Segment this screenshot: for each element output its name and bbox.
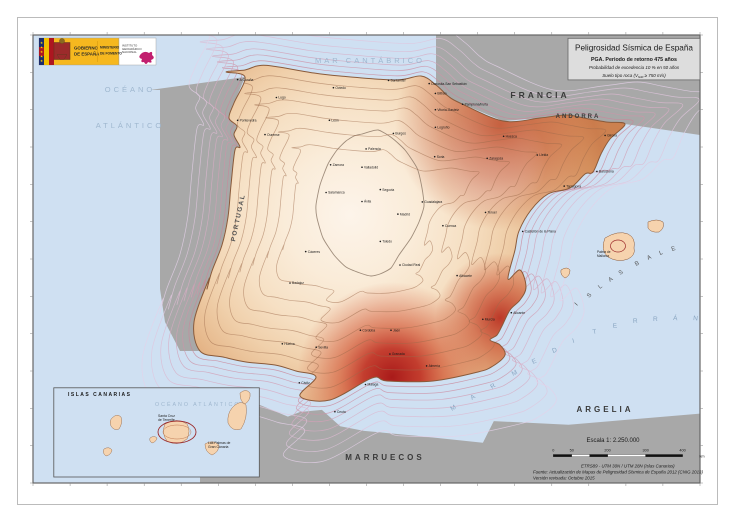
svg-text:★: ★: [40, 46, 43, 50]
svg-text:DE ESPAÑA: DE ESPAÑA: [74, 52, 100, 57]
svg-text:Sevilla: Sevilla: [318, 345, 328, 349]
svg-text:ATLÁNTICO: ATLÁNTICO: [96, 121, 165, 130]
svg-text:Cuenca: Cuenca: [445, 224, 457, 228]
svg-text:Badajoz: Badajoz: [292, 281, 304, 285]
svg-text:Segovia: Segovia: [382, 188, 394, 192]
svg-text:ETRS89 - UTM 30N / UTM 28N (Is: ETRS89 - UTM 30N / UTM 28N (Islas Canari…: [581, 463, 675, 468]
svg-text:R: R: [633, 318, 638, 325]
svg-text:Soria: Soria: [437, 155, 445, 159]
svg-text:A Coruña: A Coruña: [240, 78, 254, 82]
svg-text:Málaga: Málaga: [368, 383, 379, 387]
svg-text:FRANCIA: FRANCIA: [510, 90, 569, 100]
svg-text:Zamora: Zamora: [333, 163, 345, 167]
svg-text:Ciudad Real: Ciudad Real: [402, 263, 420, 267]
svg-text:Cádiz: Cádiz: [301, 381, 310, 385]
svg-text:Ávila: Ávila: [364, 200, 371, 204]
svg-text:★: ★: [40, 54, 43, 58]
svg-text:Fuente: Actualización de Mapas: Fuente: Actualización de Mapas de Peligr…: [533, 469, 703, 474]
svg-text:MARRUECOS: MARRUECOS: [345, 453, 424, 462]
svg-text:R: R: [653, 316, 658, 323]
svg-text:Gran Canaria: Gran Canaria: [208, 445, 228, 449]
svg-text:Murcia: Murcia: [485, 318, 495, 322]
svg-text:★: ★: [40, 50, 43, 54]
svg-text:Alicante: Alicante: [513, 311, 525, 315]
svg-text:OCÉANO ATLÁNTICO: OCÉANO ATLÁNTICO: [155, 401, 240, 408]
svg-text:NACIONAL: NACIONAL: [122, 50, 137, 54]
svg-text:Teruel: Teruel: [488, 211, 497, 215]
svg-text:Guadalajara: Guadalajara: [424, 200, 442, 204]
svg-text:MINISTERIO: MINISTERIO: [100, 46, 120, 50]
svg-text:Madrid: Madrid: [400, 212, 410, 216]
svg-text:Donostia-San Sebastián: Donostia-San Sebastián: [431, 82, 467, 86]
svg-text:Palencia: Palencia: [368, 147, 381, 151]
svg-text:Ceuta: Ceuta: [337, 410, 346, 414]
svg-text:Salamanca: Salamanca: [328, 191, 345, 195]
svg-text:300: 300: [643, 449, 649, 453]
svg-text:ANDORRA: ANDORRA: [556, 114, 601, 120]
svg-text:Santander: Santander: [391, 79, 407, 83]
svg-text:Huesca: Huesca: [506, 135, 517, 139]
svg-text:GOBIERNO: GOBIERNO: [74, 46, 98, 51]
svg-text:DE FOMENTO: DE FOMENTO: [100, 52, 122, 56]
svg-text:Girona: Girona: [607, 134, 617, 138]
svg-text:Castellón de la Plana: Castellón de la Plana: [525, 230, 556, 234]
svg-text:Jaén: Jaén: [393, 328, 400, 332]
svg-text:ISLAS CANARIAS: ISLAS CANARIAS: [68, 392, 132, 398]
svg-text:Valladolid: Valladolid: [364, 165, 378, 169]
svg-text:Mallorca: Mallorca: [597, 254, 609, 258]
svg-text:Escala 1: 2.250.000: Escala 1: 2.250.000: [586, 438, 640, 444]
svg-text:de Tenerife: de Tenerife: [158, 418, 175, 422]
svg-text:Tarragona: Tarragona: [566, 184, 581, 188]
svg-text:km: km: [700, 455, 705, 459]
svg-text:Bilbao: Bilbao: [437, 92, 446, 96]
svg-text:Lugo: Lugo: [278, 96, 286, 100]
svg-text:Granada: Granada: [392, 352, 405, 356]
svg-text:200: 200: [604, 449, 610, 453]
svg-text:★: ★: [40, 41, 43, 45]
svg-text:Albacete: Albacete: [459, 274, 472, 278]
svg-text:MAR CANTÁBRICO: MAR CANTÁBRICO: [315, 56, 425, 65]
svg-text:Almería: Almería: [429, 364, 441, 368]
svg-text:Oviedo: Oviedo: [335, 86, 346, 90]
svg-text:Lleida: Lleida: [539, 153, 548, 157]
svg-text:50: 50: [570, 449, 574, 453]
svg-text:Zaragoza: Zaragoza: [489, 157, 503, 161]
svg-text:ARGELIA: ARGELIA: [577, 405, 634, 414]
svg-text:Burgos: Burgos: [395, 132, 406, 136]
svg-text:Vitoria-Gasteiz: Vitoria-Gasteiz: [437, 108, 459, 112]
svg-text:Ourense: Ourense: [267, 133, 280, 137]
svg-text:PGA. Periodo de retorno 475 añ: PGA. Periodo de retorno 475 años: [591, 57, 677, 63]
svg-text:Peligrosidad Sísmica de España: Peligrosidad Sísmica de España: [575, 44, 693, 53]
svg-text:Versión revisada: Octubre 2015: Versión revisada: Octubre 2015: [533, 476, 595, 481]
svg-text:Huelva: Huelva: [284, 342, 294, 346]
svg-text:Logroño: Logroño: [437, 126, 449, 130]
svg-text:Córdoba: Córdoba: [362, 328, 375, 332]
svg-text:Toledo: Toledo: [382, 240, 392, 244]
svg-text:Probabilidad de excedencia 10: Probabilidad de excedencia 10 % en 50 añ…: [589, 65, 680, 70]
svg-text:León: León: [331, 119, 339, 123]
svg-text:0: 0: [552, 449, 554, 453]
svg-text:★: ★: [40, 59, 43, 63]
svg-text:Pamplona/Iruña: Pamplona/Iruña: [465, 102, 488, 106]
svg-text:Barcelona: Barcelona: [599, 170, 614, 174]
svg-text:OCÉANO: OCÉANO: [105, 85, 156, 94]
svg-text:Pontevedra: Pontevedra: [240, 119, 257, 123]
svg-text:400: 400: [679, 449, 685, 453]
svg-text:Cáceres: Cáceres: [308, 250, 321, 254]
